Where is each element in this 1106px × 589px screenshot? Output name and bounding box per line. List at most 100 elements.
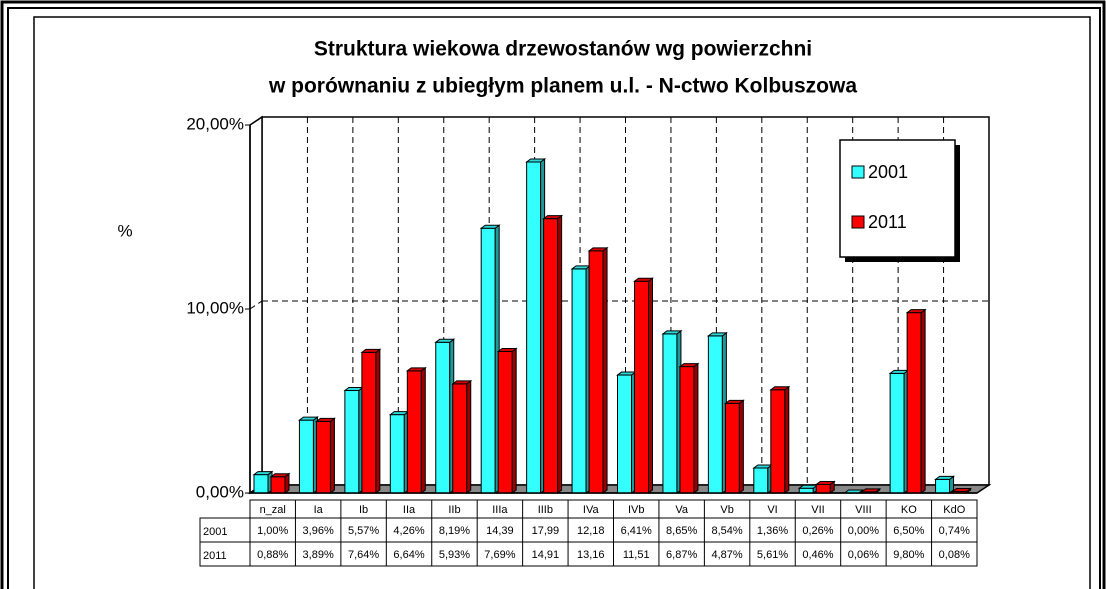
bar [525, 157, 547, 494]
bar [496, 347, 518, 494]
bar [542, 214, 564, 494]
bar [661, 329, 683, 494]
bar [587, 246, 609, 494]
legend [839, 139, 956, 258]
bar [616, 371, 637, 494]
bar [297, 416, 319, 494]
bar-front [935, 478, 951, 494]
y-tick-label: 10,00% [186, 298, 244, 317]
chart-subtitle: w porównaniu z ubiegłym planem u.l. - N-… [268, 75, 857, 98]
bar-side [329, 417, 335, 494]
data-label: 13,16 [577, 549, 605, 561]
side-wall [249, 115, 263, 495]
chart-frame [33, 16, 1091, 589]
data-label: 6,64% [393, 549, 424, 561]
bar [360, 348, 382, 494]
bar-top [542, 215, 564, 220]
data-label: 0,26% [802, 525, 833, 537]
bar-top [297, 416, 319, 421]
bar-side [420, 366, 426, 494]
bar-front [344, 390, 360, 494]
bar-front [253, 474, 269, 494]
bar [905, 308, 927, 494]
data-label: 17,99 [532, 525, 560, 537]
data-label: 3,89% [303, 549, 334, 561]
bar-front [906, 312, 922, 494]
x-tick-label: VI [767, 504, 777, 516]
bar-top [860, 488, 882, 493]
bar-top [587, 247, 609, 252]
data-label: 0,46% [802, 549, 833, 561]
bar-top [434, 338, 456, 343]
data-label: 14,91 [532, 549, 560, 561]
bar-side [693, 362, 699, 494]
data-label: 7,64% [348, 549, 379, 561]
bar-side [466, 379, 472, 494]
bar [678, 362, 700, 494]
bar-front [634, 280, 649, 494]
bar-front [707, 335, 723, 494]
bar-top [888, 369, 910, 374]
bar-front [406, 370, 422, 494]
bar-top [678, 363, 700, 368]
bar [570, 264, 592, 494]
bar-front [315, 420, 331, 494]
bar-front [571, 268, 587, 494]
data-label: 0,74% [939, 525, 970, 537]
bar [405, 366, 427, 494]
y-tick-label: 20,00% [186, 114, 244, 133]
bar-side [557, 214, 563, 494]
y-tick-label: 0,00% [196, 482, 244, 501]
data-label: 4,26% [393, 525, 424, 537]
x-tick-label: IVa [583, 504, 600, 516]
data-label: 0,08% [939, 549, 970, 561]
bar-top [451, 380, 473, 385]
bar-front [452, 383, 468, 494]
x-tick-label: Ia [314, 504, 324, 516]
legend-label: 2001 [868, 162, 908, 182]
x-tick-label: VII [811, 504, 824, 516]
x-tick-label: KdO [943, 504, 965, 516]
x-tick-label: IVb [628, 504, 645, 516]
x-tick-label: IIa [403, 504, 416, 516]
bar-front [679, 366, 695, 494]
chart-title: Struktura wiekowa drzewostanów wg powier… [314, 38, 812, 61]
x-tick-label: Vb [720, 504, 733, 516]
bar-front [662, 333, 678, 494]
bar-front [480, 227, 496, 494]
bar-front [526, 161, 542, 494]
bar-side [738, 399, 744, 494]
data-label: 1,36% [757, 525, 788, 537]
bar-front [724, 402, 740, 494]
bar [797, 484, 819, 494]
data-label: 0,88% [257, 549, 288, 561]
data-label: 14,39 [486, 525, 514, 537]
bar-top [769, 386, 791, 391]
x-tick-label: VIII [855, 504, 872, 516]
data-label: 3,96% [303, 525, 334, 537]
grid-line [249, 116, 263, 126]
x-tick-label: Ib [359, 504, 368, 516]
bar-front [815, 484, 831, 494]
data-label: 4,87% [711, 549, 742, 561]
bar-front [889, 372, 905, 494]
bar [434, 338, 456, 494]
bar-front [770, 389, 786, 494]
table-row-header: 2011 [203, 550, 227, 562]
bar-front [543, 218, 559, 494]
bar-top [252, 471, 274, 476]
data-label: 6,41% [621, 525, 652, 537]
bar-top [360, 348, 382, 353]
bar-top [661, 330, 683, 335]
data-label: 5,93% [439, 549, 470, 561]
bar-front [270, 476, 286, 494]
data-label: 5,57% [348, 525, 379, 537]
bar [633, 277, 654, 494]
bar [814, 480, 836, 494]
bar-top [797, 484, 819, 489]
bar-top [496, 348, 518, 353]
bar-front [298, 419, 314, 494]
x-tick-label: n_zal [260, 504, 286, 516]
bar [723, 399, 745, 494]
